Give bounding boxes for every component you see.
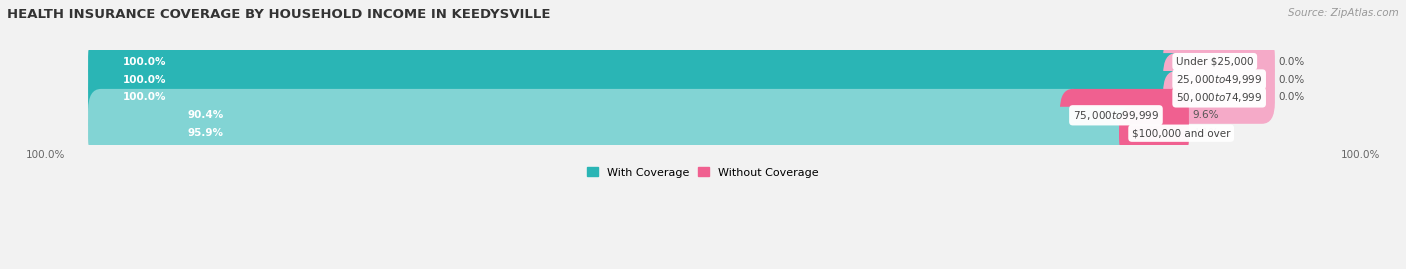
FancyBboxPatch shape — [89, 35, 1189, 88]
FancyBboxPatch shape — [89, 89, 1085, 142]
FancyBboxPatch shape — [1163, 71, 1275, 124]
Text: $100,000 and over: $100,000 and over — [1132, 128, 1230, 138]
FancyBboxPatch shape — [89, 71, 1189, 124]
Text: 95.9%: 95.9% — [187, 128, 224, 138]
Text: 9.6%: 9.6% — [1192, 110, 1219, 120]
Text: 90.4%: 90.4% — [187, 110, 224, 120]
Text: 100.0%: 100.0% — [1341, 150, 1381, 160]
Text: 100.0%: 100.0% — [25, 150, 65, 160]
FancyBboxPatch shape — [1163, 35, 1275, 88]
Text: 100.0%: 100.0% — [122, 56, 166, 67]
FancyBboxPatch shape — [1163, 53, 1275, 106]
FancyBboxPatch shape — [89, 71, 1189, 124]
Text: 100.0%: 100.0% — [122, 92, 166, 102]
Text: $75,000 to $99,999: $75,000 to $99,999 — [1073, 109, 1159, 122]
FancyBboxPatch shape — [1060, 89, 1189, 142]
Text: $50,000 to $74,999: $50,000 to $74,999 — [1175, 91, 1263, 104]
FancyBboxPatch shape — [89, 53, 1189, 106]
Legend: With Coverage, Without Coverage: With Coverage, Without Coverage — [582, 163, 824, 182]
Text: 0.0%: 0.0% — [1278, 92, 1305, 102]
Text: 0.0%: 0.0% — [1278, 56, 1305, 67]
Text: 4.1%: 4.1% — [1192, 128, 1219, 138]
FancyBboxPatch shape — [89, 89, 1189, 142]
Text: Source: ZipAtlas.com: Source: ZipAtlas.com — [1288, 8, 1399, 18]
FancyBboxPatch shape — [89, 53, 1189, 106]
Text: 0.0%: 0.0% — [1278, 75, 1305, 84]
Text: HEALTH INSURANCE COVERAGE BY HOUSEHOLD INCOME IN KEEDYSVILLE: HEALTH INSURANCE COVERAGE BY HOUSEHOLD I… — [7, 8, 551, 21]
FancyBboxPatch shape — [89, 107, 1189, 160]
FancyBboxPatch shape — [89, 107, 1144, 160]
Text: $25,000 to $49,999: $25,000 to $49,999 — [1175, 73, 1263, 86]
Text: Under $25,000: Under $25,000 — [1175, 56, 1254, 67]
FancyBboxPatch shape — [1119, 107, 1189, 160]
FancyBboxPatch shape — [89, 35, 1189, 88]
Text: 100.0%: 100.0% — [122, 75, 166, 84]
